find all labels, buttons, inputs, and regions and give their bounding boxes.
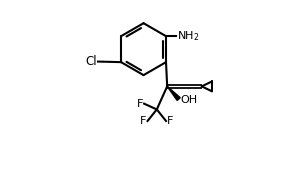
Text: F: F	[140, 116, 146, 126]
Text: F: F	[167, 116, 173, 126]
Polygon shape	[167, 86, 180, 100]
Text: Cl: Cl	[85, 55, 97, 68]
Text: F: F	[137, 99, 143, 109]
Text: OH: OH	[181, 95, 198, 105]
Text: NH$_2$: NH$_2$	[177, 29, 200, 43]
